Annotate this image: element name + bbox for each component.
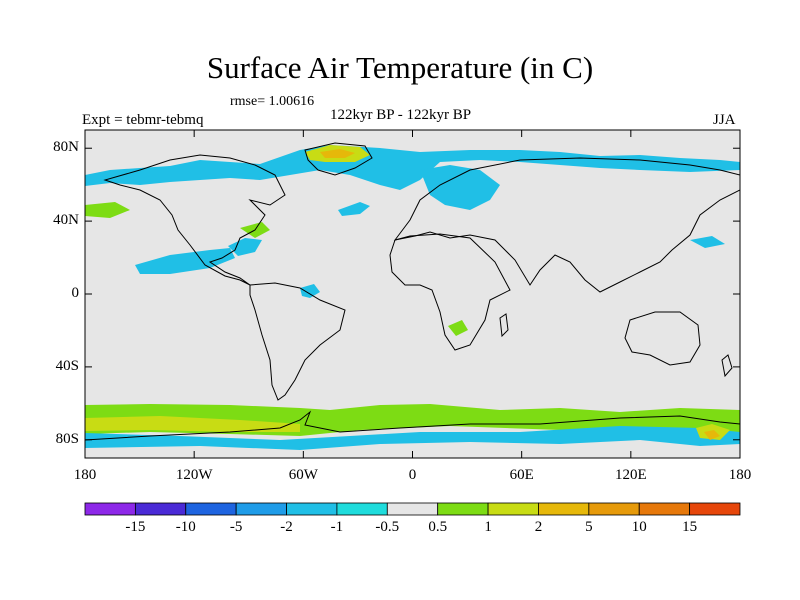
colorbar-swatch-5 xyxy=(336,502,388,516)
colorbar-label-7: 1 xyxy=(484,519,492,535)
colorbar-label-3: -2 xyxy=(280,519,293,535)
anomaly-region-pacific-cyan xyxy=(690,236,725,248)
colorbar-label-4: -1 xyxy=(330,519,344,535)
season-label: JJA xyxy=(713,112,736,128)
colorbar-label-0: -15 xyxy=(125,519,146,535)
colorbar-label-1: -10 xyxy=(175,519,196,535)
colorbar-label-2: -5 xyxy=(229,519,243,535)
colorbar-swatch-3 xyxy=(235,502,287,516)
colorbar-label-9: 5 xyxy=(585,519,593,535)
anomaly-region-north-pacific-green xyxy=(85,202,130,218)
period-label: 122kyr BP - 122kyr BP xyxy=(330,107,472,123)
colorbar-swatch-1 xyxy=(134,502,187,516)
anomaly-region-nw-atlantic-cyan xyxy=(228,238,262,256)
colorbar-label-5: -0.5 xyxy=(375,519,400,535)
colorbar-swatch-12 xyxy=(689,502,741,516)
colorbar-label-11: 15 xyxy=(682,519,698,535)
anomaly-region-antarctic-gray xyxy=(85,440,740,458)
rmse-label: rmse= 1.00616 xyxy=(230,94,315,109)
coast-australia xyxy=(624,311,701,366)
lon-label-5: 120E xyxy=(614,467,647,483)
colorbar xyxy=(84,502,741,516)
coast-africa xyxy=(389,233,511,351)
anomaly-region-arctic-cyan xyxy=(85,145,740,190)
lon-label-6: 180 xyxy=(728,467,752,483)
anomaly-field xyxy=(85,145,740,458)
colorbar-swatch-11 xyxy=(638,502,691,516)
lat-label-1: 40N xyxy=(53,212,79,229)
coastlines xyxy=(85,142,740,441)
lat-label-3: 40S xyxy=(55,357,79,374)
plot-title: Surface Air Temperature (in C) xyxy=(206,50,594,85)
anomaly-region-south-africa-green xyxy=(448,320,468,336)
anomaly-region-greenland-orange xyxy=(320,149,355,158)
coast-north-america xyxy=(103,154,286,286)
lat-label-2: 0 xyxy=(71,285,80,301)
coast-new-zealand xyxy=(721,354,733,378)
lon-label-3: 0 xyxy=(408,467,417,483)
colorbar-swatch-8 xyxy=(487,502,539,516)
anomaly-region-antarctic-orange xyxy=(704,430,720,440)
lat-label-0: 80N xyxy=(53,139,79,156)
colorbar-swatch-4 xyxy=(286,502,338,516)
colorbar-label-6: 0.5 xyxy=(428,519,448,535)
lon-label-0: 180 xyxy=(73,467,97,483)
coast-greenland xyxy=(304,142,373,176)
coast-antarctica xyxy=(85,410,740,441)
colorbar-label-8: 2 xyxy=(534,519,543,535)
anomaly-region-southern-yellow xyxy=(85,416,300,432)
anomaly-region-amazon-cyan xyxy=(300,284,320,298)
coast-eurasia xyxy=(393,157,740,293)
colorbar-swatch-10 xyxy=(588,502,640,516)
colorbar-swatch-2 xyxy=(185,502,237,516)
coast-south-america xyxy=(249,282,346,401)
coast-madagascar xyxy=(499,313,509,338)
experiment-label: Expt = tebmr-tebmq xyxy=(82,112,204,128)
colorbar-swatch-7 xyxy=(437,502,489,516)
anomaly-region-scandinavia-cyan xyxy=(420,165,500,210)
colorbar-swatch-6 xyxy=(386,502,439,516)
lon-label-2: 60W xyxy=(288,467,318,483)
colorbar-swatch-9 xyxy=(538,502,590,516)
axis-ticks xyxy=(84,130,741,458)
lat-label-4: 80S xyxy=(55,430,79,447)
colorbar-swatch-0 xyxy=(84,502,136,516)
lon-label-4: 60E xyxy=(509,467,534,483)
anomaly-region-north-atlantic-cyan xyxy=(338,202,370,216)
colorbar-label-10: 10 xyxy=(631,519,647,535)
map-background xyxy=(85,130,740,458)
lon-label-1: 120W xyxy=(175,467,213,483)
